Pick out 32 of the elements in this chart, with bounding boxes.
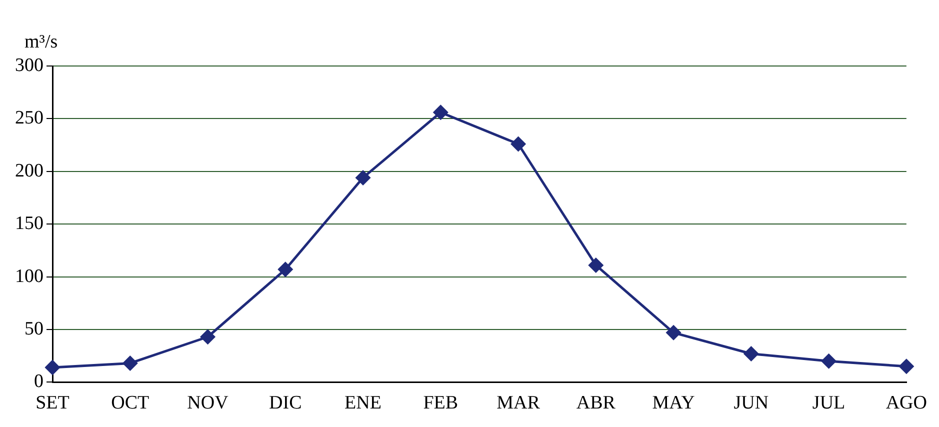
x-tick-label: JUL <box>812 392 846 414</box>
y-tick-label: 150 <box>15 213 44 234</box>
point <box>899 359 914 374</box>
x-tick-label: NOV <box>187 392 229 414</box>
x-tick-label: AGO <box>886 392 928 414</box>
x-tick-label: ENE <box>344 392 382 414</box>
point <box>666 325 681 340</box>
y-tick-label: 300 <box>15 54 44 76</box>
y-tick-label: 200 <box>15 160 44 182</box>
point <box>356 170 370 185</box>
point <box>122 356 138 370</box>
x-tick-label: MAR <box>496 392 540 414</box>
y-axis-title: m³/s <box>24 31 58 52</box>
point <box>511 136 526 152</box>
x-tick-label: ABR <box>576 392 616 414</box>
x-tick-label: DIC <box>269 392 302 414</box>
point <box>45 360 60 375</box>
point <box>433 105 448 120</box>
y-tick-label: 0 <box>34 371 44 392</box>
x-tick-label: OCT <box>111 392 150 414</box>
x-tick-label: SET <box>36 392 70 414</box>
point <box>200 330 216 344</box>
point <box>278 262 293 277</box>
y-tick-label: 50 <box>24 318 44 340</box>
y-tick-label: 100 <box>15 266 44 287</box>
x-tick-label: FEB <box>423 392 458 414</box>
point <box>822 354 836 368</box>
point <box>744 346 758 361</box>
x-tick-label: MAY <box>652 392 696 414</box>
x-tick-label: JUN <box>734 392 769 414</box>
y-tick-label: 250 <box>15 108 44 129</box>
point <box>588 258 604 272</box>
